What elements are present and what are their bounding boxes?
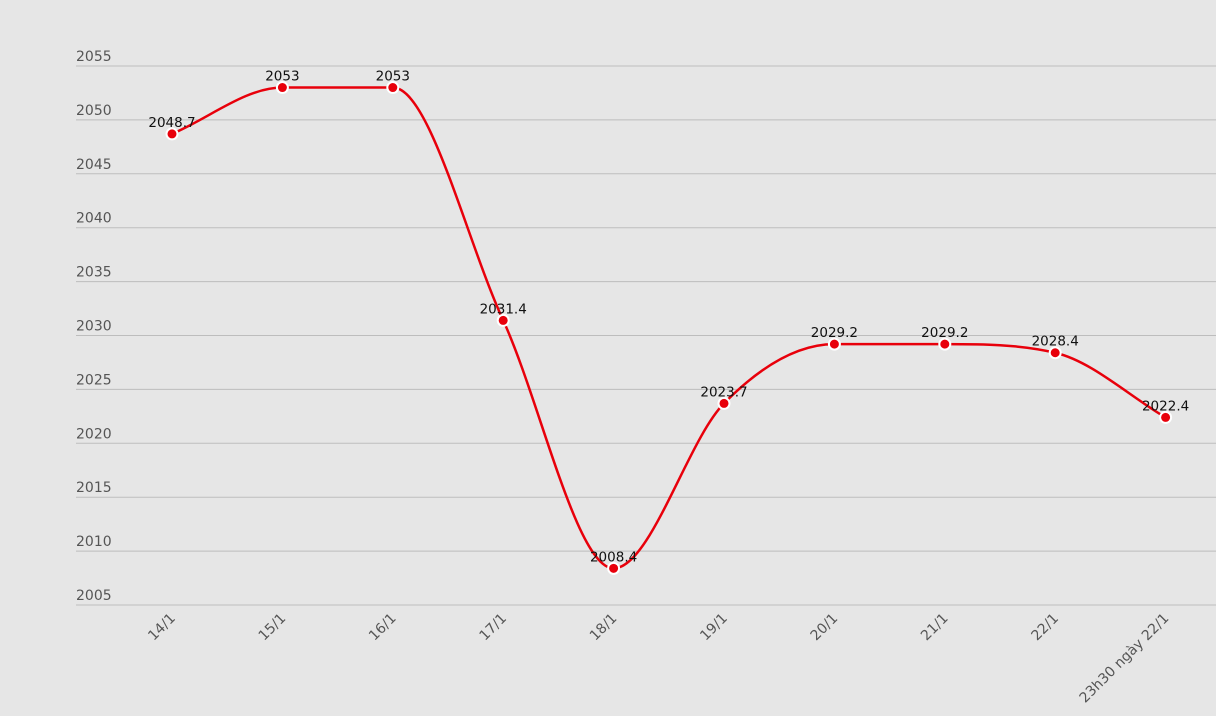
data-label: 2048.7 — [148, 115, 195, 131]
y-tick-label: 2055 — [76, 49, 112, 65]
y-tick-label: 2005 — [76, 588, 112, 604]
y-tick-label: 2030 — [76, 319, 112, 335]
x-tick-label: 17/1 — [476, 611, 510, 645]
y-tick-label: 2050 — [76, 103, 112, 119]
y-tick-label: 2015 — [76, 480, 112, 496]
y-tick-label: 2025 — [76, 372, 112, 388]
data-label: 2022.4 — [1142, 398, 1189, 414]
x-tick-label: 18/1 — [587, 611, 621, 645]
data-labels: 2048.7 2053 2053 2031.4 2008.4 2023.7 2029.2 20… — [148, 69, 1189, 566]
data-label: 2028.4 — [1032, 334, 1079, 350]
series-line — [171, 86, 1167, 570]
y-axis: 2005 2010 2015 2020 2025 2030 2035 2040 2045 2050… — [76, 49, 112, 604]
x-tick-label: 15/1 — [256, 611, 290, 645]
x-axis: 14/1 15/1 16/1 17/1 18/1 19/1 20/1 21/1 22/1 23h3… — [145, 611, 1172, 707]
data-label: 2029.2 — [811, 325, 858, 341]
x-tick-label: 16/1 — [366, 611, 400, 645]
gridlines — [76, 65, 1216, 606]
y-tick-label: 2045 — [76, 157, 112, 173]
data-point — [827, 337, 841, 351]
x-tick-label: 21/1 — [918, 611, 952, 645]
data-point — [1048, 346, 1062, 360]
data-label: 2031.4 — [480, 301, 527, 317]
x-tick-label: 23h30 ngày 22/1 — [1077, 611, 1173, 707]
data-label: 2053 — [265, 69, 299, 85]
data-point — [607, 561, 621, 575]
data-label: 2008.4 — [590, 549, 637, 565]
data-label: 2053 — [376, 69, 410, 85]
data-point — [275, 81, 289, 95]
y-tick-label: 2040 — [76, 211, 112, 227]
data-label: 2023.7 — [700, 384, 747, 400]
series-group — [165, 81, 1173, 575]
x-tick-label: 19/1 — [697, 611, 731, 645]
data-point — [938, 337, 952, 351]
data-point — [386, 81, 400, 95]
data-label: 2029.2 — [921, 325, 968, 341]
y-tick-label: 2035 — [76, 265, 112, 281]
y-tick-label: 2020 — [76, 426, 112, 442]
data-point — [717, 396, 731, 410]
y-tick-label: 2010 — [76, 534, 112, 550]
x-tick-label: 22/1 — [1028, 611, 1062, 645]
x-tick-label: 20/1 — [808, 611, 842, 645]
data-point — [496, 313, 510, 327]
x-tick-label: 14/1 — [145, 611, 179, 645]
data-point — [165, 127, 179, 141]
data-point — [1159, 410, 1173, 424]
